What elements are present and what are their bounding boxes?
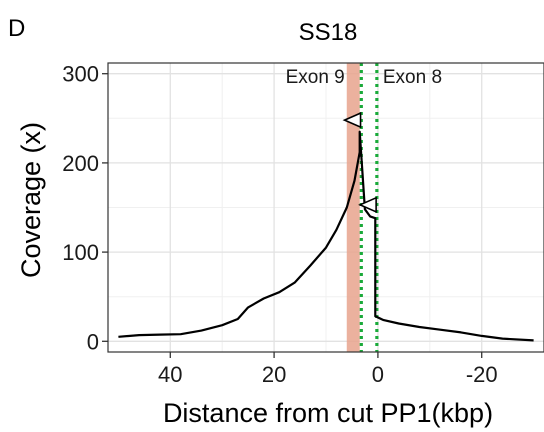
x-tick-label: 20 <box>262 362 286 387</box>
x-tick-label: 0 <box>372 362 384 387</box>
major-gridlines <box>108 63 544 352</box>
triangle-marker <box>342 111 362 129</box>
y-tick-label: 300 <box>62 62 99 87</box>
plot-border <box>107 62 544 353</box>
exon-labels: Exon 9 Exon 8 <box>286 67 442 88</box>
chart-title: SS18 <box>299 19 358 46</box>
y-axis: 0 100 200 300 <box>62 62 108 354</box>
y-tick-label: 100 <box>62 240 99 265</box>
exon-9-label: Exon 9 <box>286 67 345 88</box>
x-axis-title: Distance from cut PP1(kbp) <box>163 398 493 428</box>
coverage-series <box>118 130 534 342</box>
y-tick-label: 200 <box>62 151 99 176</box>
panel-letter: D <box>8 15 25 42</box>
x-tick-label: -20 <box>466 362 498 387</box>
exon-9-band <box>346 63 360 352</box>
exon-boundaries <box>359 63 379 352</box>
minor-gridlines <box>108 63 544 352</box>
plot-area: Exon 9 Exon 8 <box>107 62 544 353</box>
triangle-markers <box>342 111 377 214</box>
triangle-marker <box>358 196 377 214</box>
y-tick-label: 0 <box>87 329 99 354</box>
x-axis: 40 20 0 -20 <box>158 352 498 387</box>
coverage-line <box>118 130 534 342</box>
exon-8-label: Exon 8 <box>383 67 442 88</box>
exon-bands <box>346 63 360 352</box>
x-tick-label: 40 <box>158 362 182 387</box>
y-axis-title: Coverage (x) <box>16 122 46 278</box>
